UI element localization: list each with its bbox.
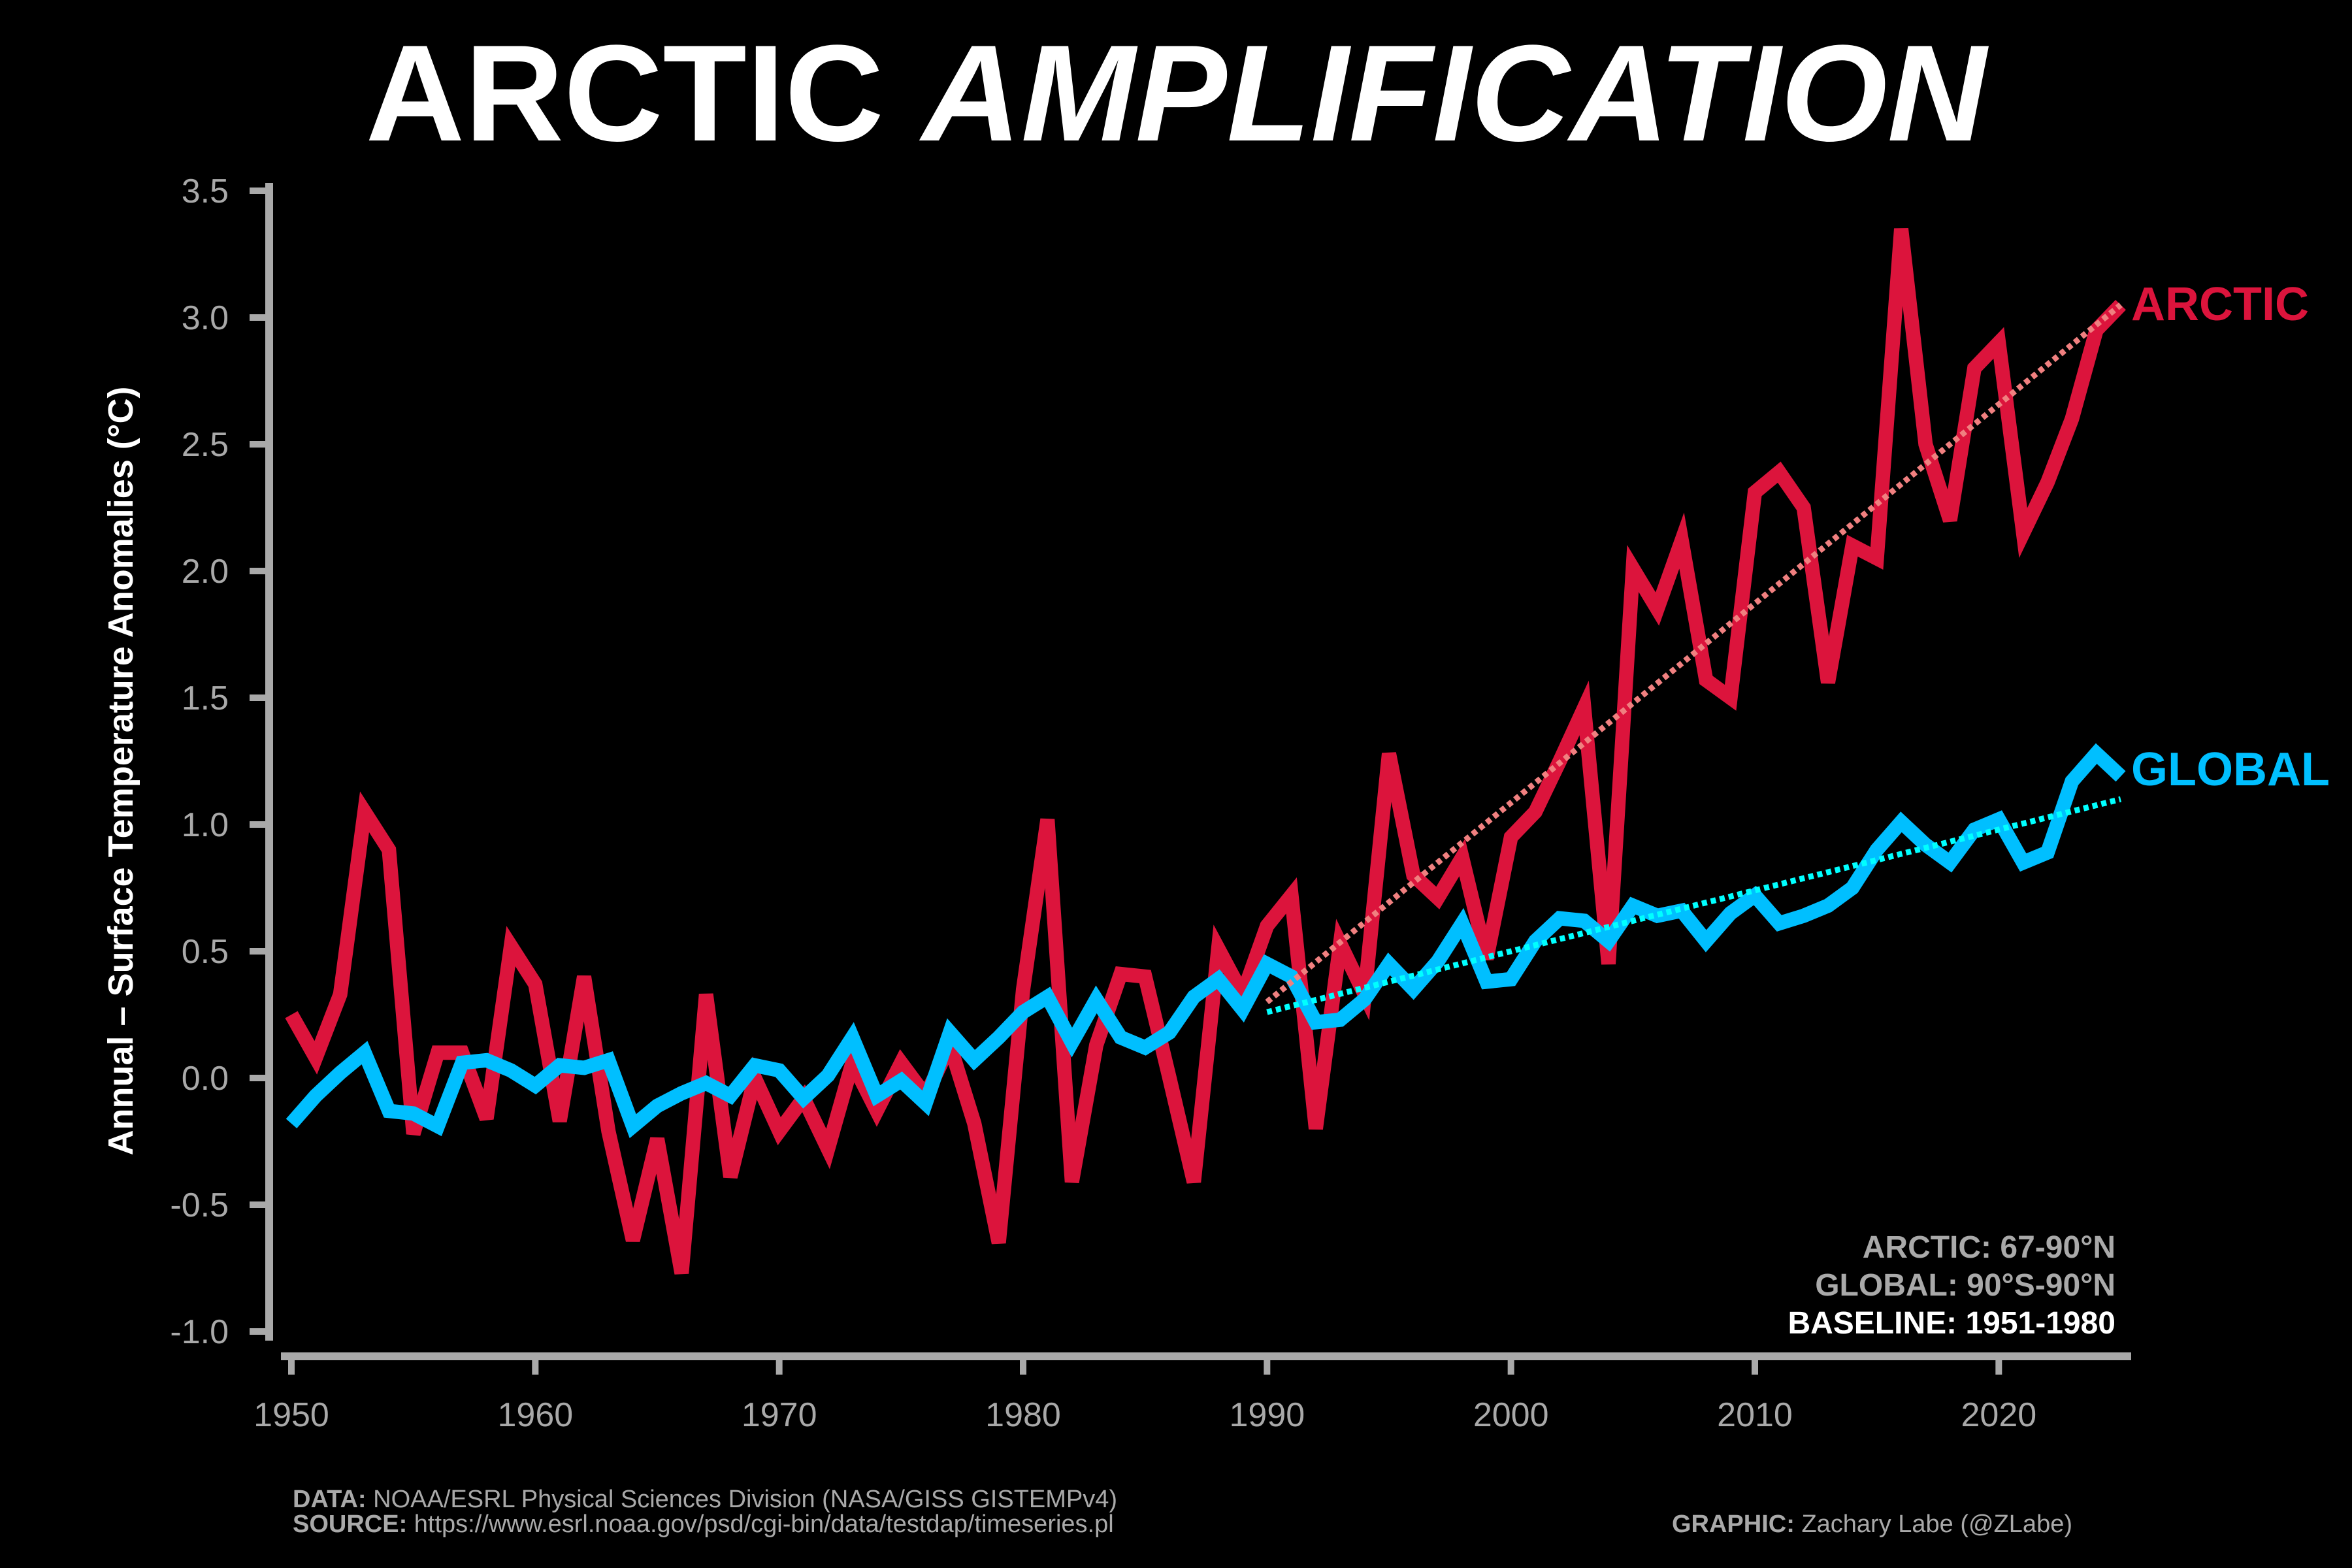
footer-source-label: SOURCE: bbox=[293, 1511, 407, 1538]
y-tick-label: 3.0 bbox=[182, 299, 229, 337]
axes bbox=[250, 183, 2131, 1375]
title-part1: ARCTIC bbox=[366, 16, 884, 170]
legend-label-arctic: ARCTIC bbox=[2131, 278, 2309, 331]
series-line-arctic bbox=[285, 227, 2126, 1275]
footer-graphic-line: GRAPHIC: Zachary Labe (@ZLabe) bbox=[1672, 1511, 2072, 1538]
footer-data-label: DATA: bbox=[293, 1486, 367, 1513]
y-tick-label: 0.0 bbox=[182, 1060, 229, 1098]
y-tick-label: -0.5 bbox=[170, 1186, 229, 1224]
y-tick-label: 0.5 bbox=[182, 933, 229, 971]
y-tick-label: 2.0 bbox=[182, 553, 229, 591]
y-tick-labels: -1.0 -0.5 0.0 0.5 1.0 1.5 2.0 2.5 3.0 3.5 bbox=[170, 172, 229, 1351]
baseline-note: BASELINE: 1951-1980 bbox=[1788, 1306, 2115, 1341]
x-tick-label: 1990 bbox=[1229, 1396, 1305, 1434]
y-axis-label: Annual – Surface Temperature Anomalies (… bbox=[101, 387, 140, 1156]
footer-source-text: https://www.esrl.noaa.gov/psd/cgi-bin/da… bbox=[414, 1511, 1114, 1538]
x-tick-label: 1980 bbox=[985, 1396, 1061, 1434]
y-tick-label: -1.0 bbox=[170, 1313, 229, 1351]
legend-label-global: GLOBAL bbox=[2131, 743, 2330, 796]
footer-source-line: SOURCE: https://www.esrl.noaa.gov/psd/cg… bbox=[293, 1511, 1114, 1538]
y-tick-label: 3.5 bbox=[182, 172, 229, 210]
x-tick-label: 2000 bbox=[1473, 1396, 1549, 1434]
arctic-region-note: ARCTIC: 67-90°N bbox=[1863, 1230, 2115, 1265]
trend-lines bbox=[1265, 302, 2123, 1015]
x-tick-label: 1950 bbox=[253, 1396, 329, 1434]
trend-line-global bbox=[1266, 796, 2122, 1015]
x-tick-label: 2020 bbox=[1961, 1396, 2036, 1434]
y-tick-label: 2.5 bbox=[182, 426, 229, 464]
x-tick-label: 2010 bbox=[1717, 1396, 1793, 1434]
trend-line-arctic bbox=[1265, 302, 2123, 1005]
x-tick-label: 1960 bbox=[497, 1396, 573, 1434]
series-line-global bbox=[286, 743, 2126, 1139]
footer-graphic-label: GRAPHIC: bbox=[1672, 1511, 1795, 1538]
x-tick-label: 1970 bbox=[742, 1396, 817, 1434]
y-tick-label: 1.5 bbox=[182, 679, 229, 717]
title-part2: AMPLIFICATION bbox=[919, 16, 1989, 170]
x-tick-labels: 1950 1960 1970 1980 1990 2000 2010 2020 bbox=[253, 1396, 2036, 1434]
global-region-note: GLOBAL: 90°S-90°N bbox=[1815, 1268, 2115, 1303]
footer-graphic-text: Zachary Labe (@ZLabe) bbox=[1801, 1511, 2072, 1538]
footer-data-text: NOAA/ESRL Physical Sciences Division (NA… bbox=[373, 1486, 1117, 1513]
y-tick-label: 1.0 bbox=[182, 806, 229, 844]
footer-data-line: DATA: NOAA/ESRL Physical Sciences Divisi… bbox=[293, 1486, 1117, 1513]
series-lines bbox=[285, 227, 2126, 1275]
chart-title: ARCTIC AMPLIFICATION bbox=[366, 16, 1989, 170]
